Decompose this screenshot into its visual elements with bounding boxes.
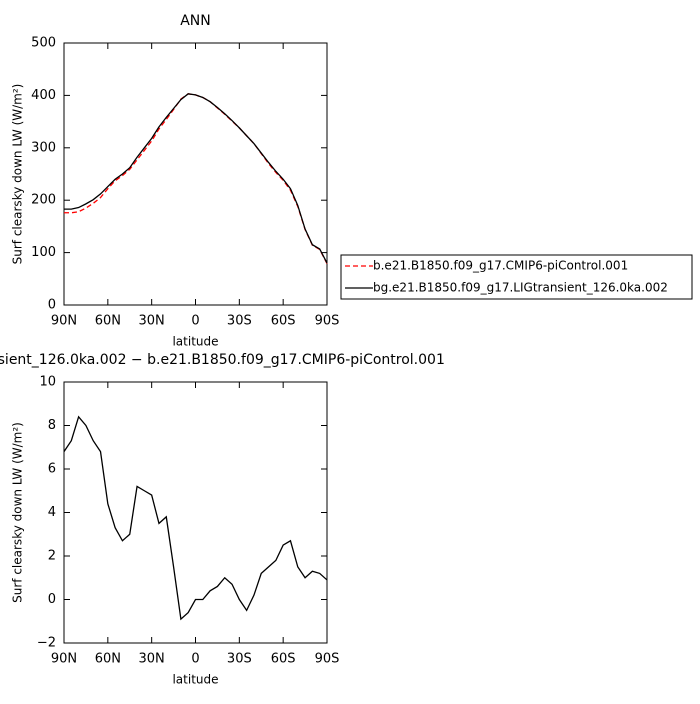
- y-tick-label: 500: [31, 36, 56, 51]
- y-tick-label: 0: [48, 592, 56, 607]
- x-tick-label: 90S: [315, 314, 340, 329]
- x-tick-label: 0: [191, 652, 199, 667]
- y-axis-label: Surf clearsky down LW (W/m²): [11, 422, 25, 603]
- x-tick-label: 30N: [139, 652, 165, 667]
- y-tick-label: 300: [31, 140, 56, 155]
- x-tick-label: 60S: [271, 652, 296, 667]
- y-tick-label: 100: [31, 245, 56, 260]
- y-tick-label: 8: [48, 418, 56, 433]
- x-tick-label: 30S: [227, 652, 252, 667]
- y-tick-label: 4: [48, 505, 56, 520]
- x-tick-label: 30N: [139, 314, 165, 329]
- y-tick-label: 200: [31, 193, 56, 208]
- y-tick-label: 10: [39, 375, 56, 390]
- x-tick-label: 90N: [51, 314, 77, 329]
- y-tick-label: 0: [48, 298, 56, 313]
- legend-label: bg.e21.B1850.f09_g17.LIGtransient_126.0k…: [373, 281, 668, 295]
- x-tick-label: 0: [191, 314, 199, 329]
- x-tick-label: 60N: [95, 652, 121, 667]
- y-axis-label: Surf clearsky down LW (W/m²): [11, 84, 25, 265]
- y-tick-label: 2: [48, 549, 56, 564]
- line: [64, 93, 328, 264]
- line: [64, 93, 328, 264]
- x-tick-label: 30S: [227, 314, 252, 329]
- x-tick-label: 90N: [51, 652, 77, 667]
- x-tick-label: 90S: [315, 652, 340, 667]
- line: [63, 415, 328, 621]
- chart-title: LIGtransient_126.0ka.002 − b.e21.B1850.f…: [0, 352, 445, 368]
- y-tick-label: 6: [48, 462, 56, 477]
- x-tick-label: 60S: [271, 314, 296, 329]
- x-axis-label: latitude: [172, 673, 218, 687]
- y-tick-label: 400: [31, 88, 56, 103]
- plot-frame: [63, 381, 328, 644]
- chart-title: ANN: [180, 13, 211, 29]
- legend-label: b.e21.B1850.f09_g17.CMIP6-piControl.001: [373, 259, 628, 273]
- y-tick-label: −2: [37, 636, 56, 651]
- plot-frame: [63, 42, 328, 306]
- legend-box: [340, 254, 693, 300]
- x-tick-label: 60N: [95, 314, 121, 329]
- x-axis-label: latitude: [172, 335, 218, 349]
